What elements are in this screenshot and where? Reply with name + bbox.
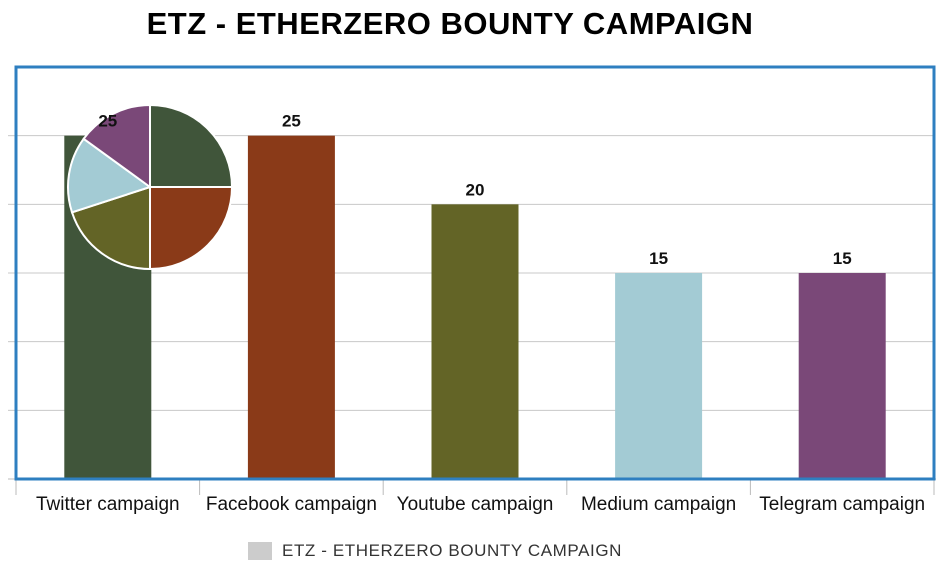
bar-medium-campaign [615, 273, 703, 479]
x-axis: Twitter campaign Facebook campaign Youtube… [8, 478, 936, 515]
pie-slice-telegram-campaign [82, 103, 151, 189]
legend: ETZ - ETHERZERO BOUNTY CAMPAIGN [248, 539, 622, 563]
bar-youtube-campaign [431, 204, 519, 480]
data-label: 25 [282, 112, 301, 131]
x-tick-label: Medium campaign [581, 494, 736, 515]
pie-slice-facebook-campaign [149, 186, 234, 271]
pie-inset [67, 103, 234, 271]
plot-area-border [14, 65, 936, 481]
legend-label: ETZ - ETHERZERO BOUNTY CAMPAIGN [282, 541, 623, 560]
chart-title: ETZ - ETHERZERO BOUNTY CAMPAIGN [146, 6, 754, 41]
data-label: 25 [98, 112, 117, 131]
data-label: 15 [649, 249, 668, 268]
legend-swatch [248, 542, 272, 560]
bar-telegram-campaign [798, 273, 886, 479]
pie-slice-youtube-campaign [70, 185, 151, 271]
x-tick-label: Facebook campaign [206, 494, 377, 515]
pie-slice-medium-campaign [67, 137, 153, 214]
x-tick-label: Twitter campaign [36, 494, 180, 515]
data-label: 15 [833, 249, 852, 268]
pie-slice-twitter-campaign [149, 103, 234, 188]
bar-facebook-campaign [247, 135, 335, 479]
data-labels: 25 25 20 15 15 [98, 112, 851, 268]
bars [64, 135, 886, 480]
data-label: 20 [466, 180, 485, 199]
x-tick-label: Telegram campaign [759, 494, 925, 515]
x-tick-label: Youtube campaign [397, 494, 554, 515]
